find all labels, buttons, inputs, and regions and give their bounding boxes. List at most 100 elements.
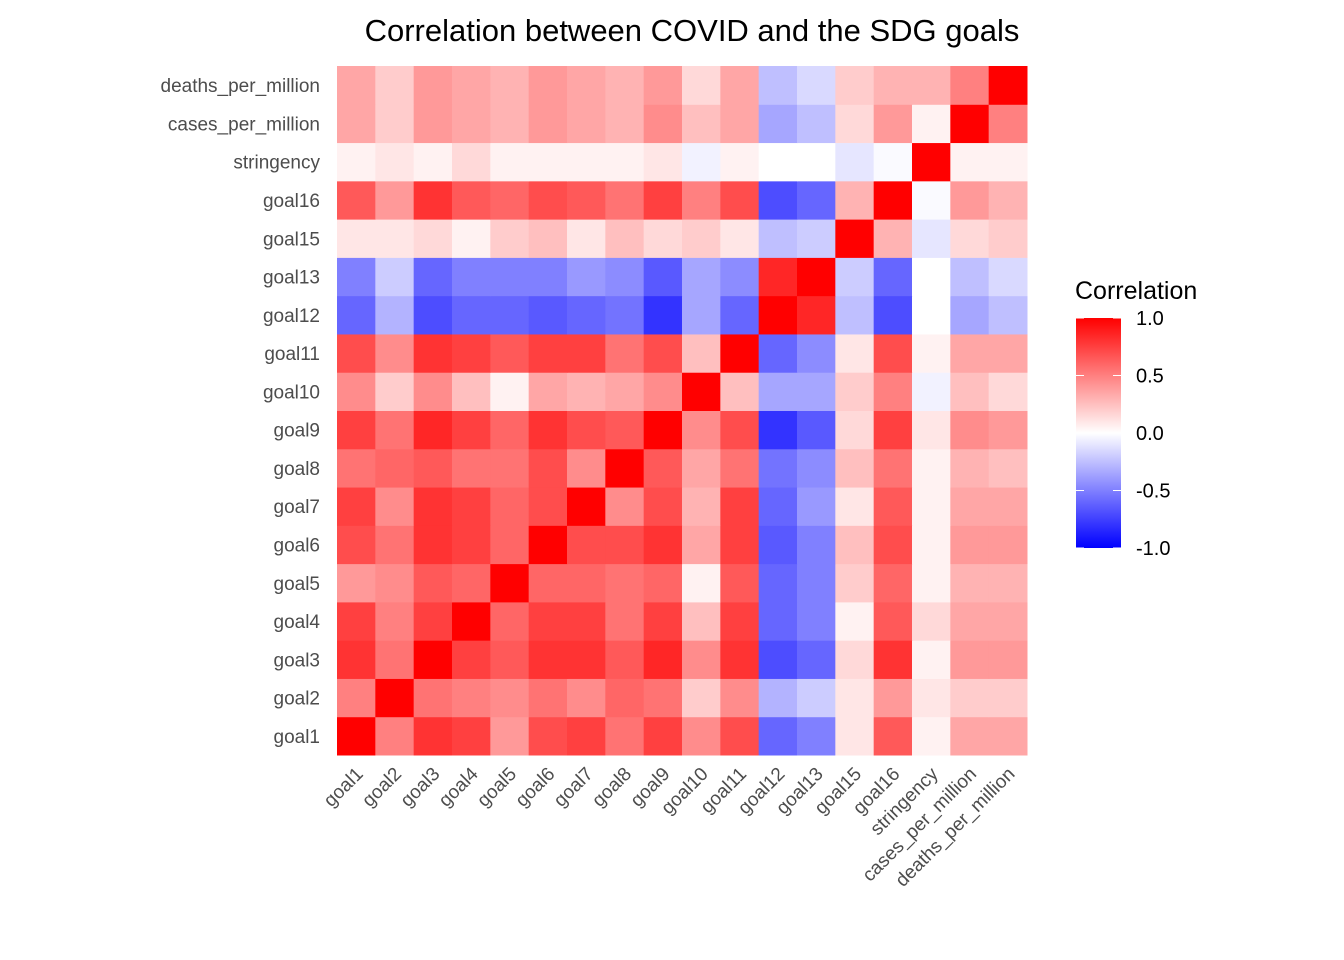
heatmap-cell-goal8-goal15 <box>605 219 645 258</box>
heatmap-cell-cases_per_million-goal8 <box>950 448 990 488</box>
heatmap-cell-goal15-goal1 <box>835 716 875 756</box>
heatmap-cell-goal10-goal12 <box>682 295 721 335</box>
x-tick-label-goal5: goal5 <box>473 764 521 812</box>
heatmap-cell-goal7-goal2 <box>567 678 606 718</box>
heatmap-cell-goal10-goal11 <box>682 333 721 373</box>
x-tick-label-goal6: goal6 <box>512 764 560 812</box>
x-tick-label-goal2: goal2 <box>358 764 406 812</box>
chart-title: Correlation between COVID and the SDG go… <box>365 13 1020 48</box>
heatmap-cell-goal3-goal9 <box>413 410 453 450</box>
heatmap-cell-goal2-goal11 <box>375 333 415 373</box>
y-tick-label-goal12: goal12 <box>263 306 320 327</box>
heatmap-cell-goal12-goal15 <box>758 219 798 258</box>
heatmap-cell-goal11-cases_per_million <box>720 104 760 144</box>
heatmap-cell-deaths_per_million-goal13 <box>988 257 1028 297</box>
heatmap-cell-goal13-goal13 <box>797 257 836 297</box>
legend-tick-label: 0.5 <box>1136 366 1164 388</box>
heatmap-cell-goal8-goal12 <box>605 295 645 335</box>
heatmap-cell-goal3-deaths_per_million <box>413 66 453 105</box>
heatmap-cell-goal16-goal9 <box>873 410 913 450</box>
heatmap-cell-goal9-goal2 <box>643 678 683 718</box>
y-axis-tick-labels: goal1 goal2 goal3 goal4 goal5 goal6 goal7 goal8… <box>161 76 321 748</box>
heatmap-cell-goal3-goal7 <box>413 487 453 526</box>
heatmap-cell-goal6-goal8 <box>528 448 568 488</box>
legend-tick-label: 1.0 <box>1136 308 1164 330</box>
heatmap-cell-cases_per_million-goal13 <box>950 257 990 297</box>
heatmap-cell-goal13-goal16 <box>797 180 836 220</box>
heatmap-cell-goal16-goal2 <box>873 678 913 718</box>
heatmap-cell-goal15-goal4 <box>835 601 875 641</box>
heatmap-cell-deaths_per_million-goal16 <box>988 180 1028 220</box>
x-axis-tick-labels: goal1goal2goal3goal4goal5goal6goal7goal8… <box>320 763 1019 891</box>
heatmap-cell-goal10-goal6 <box>682 525 721 565</box>
heatmap-cell-deaths_per_million-goal4 <box>988 601 1028 641</box>
heatmap-cell-cases_per_million-deaths_per_million <box>950 66 990 105</box>
heatmap-cell-goal8-goal2 <box>605 678 645 718</box>
heatmap-cell-goal3-goal11 <box>413 333 453 373</box>
heatmap-cell-deaths_per_million-goal3 <box>988 640 1028 679</box>
heatmap-cell-goal9-goal5 <box>643 563 683 603</box>
heatmap-cell-goal15-goal11 <box>835 333 875 373</box>
heatmap-cell-goal9-goal12 <box>643 295 683 335</box>
x-tick-label-goal8: goal8 <box>588 764 636 812</box>
heatmap-cell-goal11-goal2 <box>720 678 760 718</box>
heatmap-cell-goal1-goal10 <box>337 372 376 411</box>
heatmap-cell-goal8-goal3 <box>605 640 645 679</box>
heatmap-cell-goal10-cases_per_million <box>682 104 721 144</box>
heatmap-cell-goal10-goal13 <box>682 257 721 297</box>
y-tick-label-stringency: stringency <box>233 153 320 174</box>
y-tick-label-goal6: goal6 <box>274 535 321 556</box>
heatmap-cell-goal13-goal5 <box>797 563 836 603</box>
heatmap-cell-goal2-goal4 <box>375 601 415 641</box>
y-tick-label-goal4: goal4 <box>274 612 321 633</box>
heatmap-cell-goal4-goal13 <box>452 257 491 297</box>
heatmap-cell-goal16-goal12 <box>873 295 913 335</box>
heatmap-cell-goal16-goal5 <box>873 563 913 603</box>
heatmap-cell-goal13-goal1 <box>797 716 836 756</box>
heatmap-cell-goal11-goal4 <box>720 601 760 641</box>
heatmap-cell-cases_per_million-goal3 <box>950 640 990 679</box>
heatmap-cell-goal15-goal3 <box>835 640 875 679</box>
heatmap-cell-goal8-stringency <box>605 142 645 182</box>
heatmap-cell-goal7-goal4 <box>567 601 606 641</box>
heatmap-cell-deaths_per_million-goal11 <box>988 333 1028 373</box>
heatmap-cell-goal11-goal3 <box>720 640 760 679</box>
heatmap-cell-goal10-goal8 <box>682 448 721 488</box>
heatmap-cell-stringency-goal5 <box>912 563 951 603</box>
heatmap-cell-cases_per_million-stringency <box>950 142 990 182</box>
heatmap-cell-goal5-goal8 <box>490 448 530 488</box>
heatmap-cell-goal6-goal3 <box>528 640 568 679</box>
heatmap-cell-goal5-goal15 <box>490 219 530 258</box>
heatmap-cell-goal8-goal13 <box>605 257 645 297</box>
heatmap-cell-goal15-goal2 <box>835 678 875 718</box>
heatmap-cell-goal11-goal10 <box>720 372 760 411</box>
heatmap-cell-goal9-goal7 <box>643 487 683 526</box>
heatmap-cell-goal11-goal11 <box>720 333 760 373</box>
heatmap-cell-goal8-goal4 <box>605 601 645 641</box>
heatmap-cell-goal2-goal6 <box>375 525 415 565</box>
heatmap-cell-goal7-goal6 <box>567 525 606 565</box>
heatmap-cell-goal11-goal1 <box>720 716 760 756</box>
heatmap-cell-goal10-goal3 <box>682 640 721 679</box>
heatmap-cell-goal6-deaths_per_million <box>528 66 568 105</box>
x-tick-label-goal7: goal7 <box>550 764 598 812</box>
heatmap-cell-goal5-goal4 <box>490 601 530 641</box>
heatmap-cell-goal6-goal12 <box>528 295 568 335</box>
heatmap-cell-goal13-cases_per_million <box>797 104 836 144</box>
heatmap-cell-goal4-goal16 <box>452 180 491 220</box>
heatmap-cell-goal6-goal16 <box>528 180 568 220</box>
y-tick-label-goal16: goal16 <box>263 191 320 212</box>
heatmap-cell-goal9-goal10 <box>643 372 683 411</box>
heatmap-cell-goal3-goal16 <box>413 180 453 220</box>
heatmap-cell-goal1-goal15 <box>337 219 376 258</box>
heatmap-cell-goal1-goal1 <box>337 716 376 756</box>
heatmap-cell-goal9-goal1 <box>643 716 683 756</box>
heatmap-cell-goal16-goal1 <box>873 716 913 756</box>
heatmap-cell-goal4-goal10 <box>452 372 491 411</box>
y-tick-label-goal5: goal5 <box>274 574 321 595</box>
heatmap-cell-goal16-goal3 <box>873 640 913 679</box>
heatmap-cell-goal15-goal15 <box>835 219 875 258</box>
heatmap-cell-goal2-goal15 <box>375 219 415 258</box>
heatmap-cell-goal3-goal15 <box>413 219 453 258</box>
heatmap-cell-goal7-stringency <box>567 142 606 182</box>
